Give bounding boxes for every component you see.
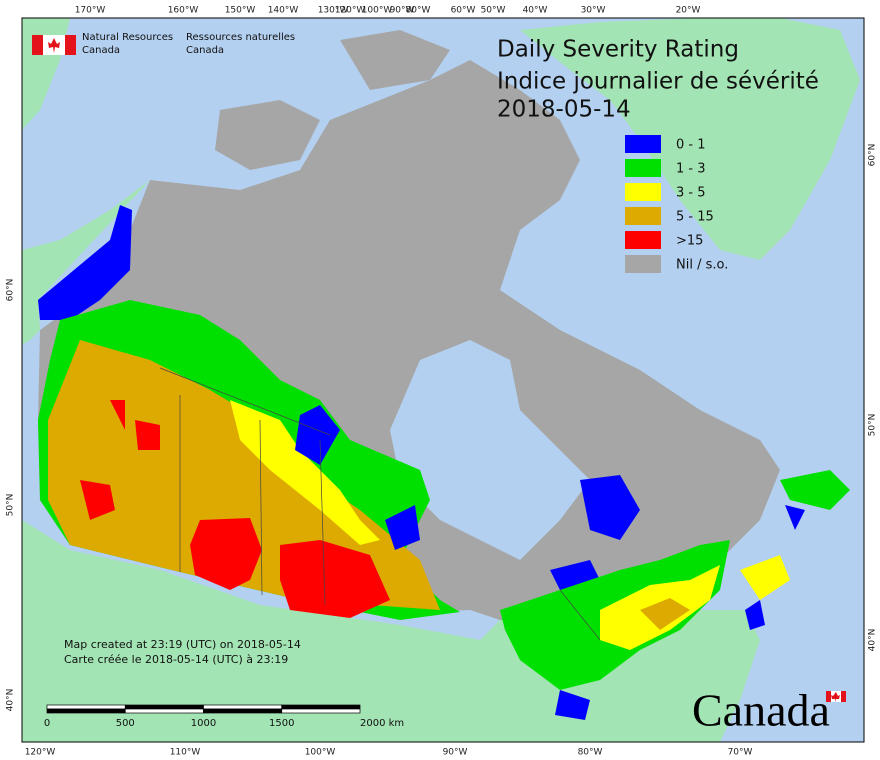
land-alaska: [22, 180, 150, 345]
flag-leaf: [48, 38, 60, 53]
region-moderate-east: [600, 555, 790, 650]
wordmark: Canada: [692, 685, 830, 736]
map-frame: [21, 17, 865, 743]
scale-label: 500: [116, 718, 135, 729]
graticule-label: 20°W: [676, 6, 701, 16]
province-borders: [159, 367, 601, 641]
map-area: [22, 18, 864, 742]
scale-segment: [281, 708, 361, 714]
region-high: [48, 340, 440, 610]
scale-segment: [46, 704, 126, 710]
org-name-fr: Ressources naturelles: [186, 32, 295, 43]
flag-band: [32, 35, 43, 55]
wordmark-flag-band: [826, 691, 831, 702]
graticule-label: 50°N: [6, 494, 16, 517]
footer-note: Map created at 23:19 (UTC) on 2018-05-14: [64, 638, 301, 651]
legend-label: 5 - 15: [676, 210, 714, 225]
region-moderate: [230, 400, 380, 545]
graticule-label: 40°N: [868, 629, 878, 652]
org-name-en: Natural Resources: [82, 32, 173, 43]
nrcan-signature: Natural Resources Canada Ressources natu…: [32, 32, 295, 56]
wordmark-flag-leaf: [831, 692, 840, 702]
legend-label: 0 - 1: [676, 138, 706, 153]
graticule-label: 140°W: [268, 6, 299, 16]
scale-segment: [46, 708, 126, 714]
graticule-label: 90°W: [390, 6, 415, 16]
org-name-en: Canada: [82, 45, 120, 56]
legend-label: 1 - 3: [676, 162, 706, 177]
scale-label: 2000 km: [360, 718, 404, 729]
legend-swatch: [625, 207, 661, 225]
graticule-label: 60°W: [451, 6, 476, 16]
graticule-label: 50°W: [481, 6, 506, 16]
graticule-label: 80°W: [578, 748, 603, 758]
region-low-moderate-east: [500, 470, 850, 690]
graticule-label: 60°N: [6, 279, 16, 302]
legend-swatch: [625, 135, 661, 153]
scale-label: 0: [44, 718, 50, 729]
land-arctic-islands: [215, 30, 450, 230]
graticule-label: 120°W: [25, 748, 56, 758]
flag-band: [65, 35, 76, 55]
scale-segment: [203, 704, 283, 710]
org-name-fr: Canada: [186, 45, 224, 56]
scale-segment: [124, 704, 204, 710]
graticule-label: 40°W: [523, 6, 548, 16]
graticule-label: 130°W: [318, 6, 349, 16]
graticule-label: 120°W: [335, 6, 366, 16]
title: Daily Severity Rating: [497, 37, 739, 63]
land-usa: [22, 520, 760, 742]
legend: 0 - 1 1 - 3 3 - 5 5 - 15 >15 Nil / s.o.: [625, 135, 728, 273]
region-high-east: [640, 598, 690, 630]
legend-label: 3 - 5: [676, 186, 706, 201]
region-extreme: [80, 400, 390, 618]
legend-swatch: [625, 255, 661, 273]
graticule-label: 110°W: [170, 748, 201, 758]
legend-swatch: [625, 231, 661, 249]
graticule-label: 160°W: [168, 6, 199, 16]
graticule-label: 80°W: [406, 6, 431, 16]
scale-label: 1000: [191, 718, 216, 729]
graticule-label: 30°W: [581, 6, 606, 16]
graticule-label: 70°W: [728, 748, 753, 758]
scale-segment: [281, 704, 361, 710]
graticule-label: 90°W: [443, 748, 468, 758]
scale-bar: 0 500 1000 1500 2000 km: [44, 704, 404, 729]
region-low: [38, 205, 132, 320]
legend-swatch: [625, 183, 661, 201]
canada-wordmark: Canada: [692, 685, 846, 736]
graticule-label: 50°N: [868, 414, 878, 437]
title-fr: Indice journalier de sévérité: [497, 69, 819, 95]
map-date: 2018-05-14: [497, 97, 631, 123]
graticule-labels: 170°W 160°W 150°W 140°W 130°W120°W100°W90°W8…: [6, 6, 878, 758]
graticule-label: 40°N: [6, 689, 16, 712]
graticule-label: 100°W: [305, 748, 336, 758]
graticule-label: 60°N: [868, 144, 878, 167]
footer-note: Carte créée le 2018-05-14 (UTC) à 23:19: [64, 653, 288, 666]
legend-swatch: [625, 159, 661, 177]
graticule-label: 100°W: [362, 6, 393, 16]
scale-label: 1500: [269, 718, 294, 729]
scale-segment: [203, 708, 283, 714]
legend-label: >15: [676, 234, 703, 249]
graticule-label: 170°W: [75, 6, 106, 16]
graticule-label: 150°W: [225, 6, 256, 16]
legend-label: Nil / s.o.: [676, 258, 728, 273]
hudson-bay: [390, 340, 590, 560]
land-greenland: [520, 18, 860, 260]
scale-segment: [124, 708, 204, 714]
wordmark-flag-band: [841, 691, 846, 702]
